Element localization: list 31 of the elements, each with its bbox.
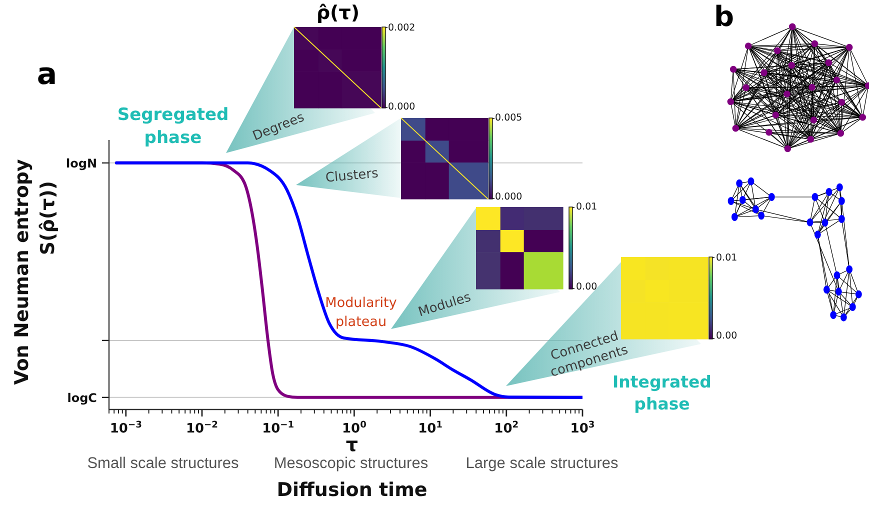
text: 0.002 [388, 22, 416, 34]
annotation: 0.000 [495, 192, 522, 204]
ref-line-label: logC [67, 390, 98, 405]
text: b [714, 0, 734, 34]
x-axis-title: τ [346, 434, 358, 456]
annotation: 0.00 [576, 282, 598, 294]
y-axis-title: Von Neuman entropy S(ρ̂(τ)) [11, 159, 59, 385]
text: Mesoscopic structures [274, 455, 428, 473]
text: a [36, 56, 58, 92]
x-tick-label: 10$^{−2}$ [186, 420, 218, 436]
ref-line-label: logN [66, 156, 97, 170]
x-tick-label: 10$^{2}$ [494, 420, 519, 436]
text: 0.005 [495, 112, 522, 124]
annotation: 0.01 [576, 202, 598, 214]
x-tick-label: 10$^{0}$ [342, 420, 366, 436]
text: 0.000 [388, 102, 416, 114]
text: Segregated phase [117, 104, 229, 150]
x-tick-label: 10$^{−1}$ [262, 420, 294, 436]
text: Large scale structures [466, 455, 618, 473]
text: Small scale structures [87, 455, 239, 473]
x-tick-label: 10$^{−3}$ [110, 420, 142, 436]
annotation: Modularity plateau [325, 294, 397, 332]
text: 0.01 [716, 252, 738, 264]
text: ρ̂(τ) [316, 2, 360, 25]
annotation: Modules [416, 290, 474, 322]
text: 0.00 [716, 330, 738, 342]
text: Integrated phase [612, 372, 712, 416]
x-tick-label: 10$^{3}$ [570, 420, 595, 436]
text: Diffusion time [276, 479, 428, 502]
annotation: Clusters [324, 166, 380, 187]
x-tick-label: 10$^{1}$ [418, 420, 443, 436]
